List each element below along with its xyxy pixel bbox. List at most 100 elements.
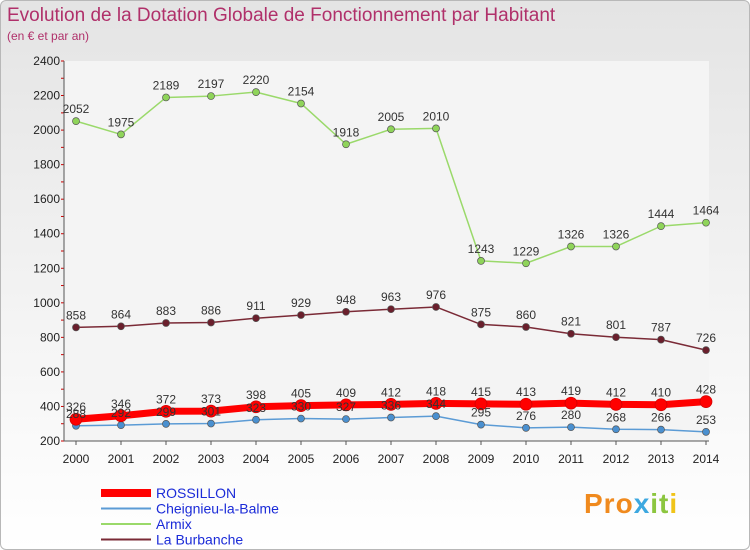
data-point-la-burbanche — [657, 335, 665, 344]
data-label-la-burbanche: 821 — [561, 315, 581, 329]
data-label-rossillon: 412 — [381, 385, 401, 399]
data-point-armix — [162, 93, 170, 102]
plot-area — [64, 61, 709, 441]
legend-label-cheignieu-la-balme: Cheignieu-la-Balme — [156, 501, 279, 517]
data-point-la-burbanche — [252, 314, 260, 323]
data-point-rossillon — [69, 412, 83, 426]
data-label-la-burbanche: 976 — [426, 288, 446, 302]
data-label-rossillon: 428 — [696, 383, 716, 397]
x-tick-label: 2005 — [288, 452, 315, 466]
data-label-armix: 1229 — [513, 244, 540, 258]
data-label-rossillon: 405 — [291, 387, 311, 401]
data-point-cheignieu-la-balme — [702, 427, 710, 436]
data-point-rossillon — [249, 400, 263, 414]
data-label-cheignieu-la-balme: 268 — [606, 410, 626, 424]
data-label-armix: 1326 — [558, 228, 585, 242]
data-label-rossillon: 373 — [201, 392, 221, 406]
data-point-rossillon — [474, 397, 488, 411]
x-tick-label: 2003 — [198, 452, 225, 466]
data-point-la-burbanche — [162, 319, 170, 327]
data-label-la-burbanche: 858 — [66, 308, 86, 322]
x-tick-label: 2006 — [333, 452, 360, 466]
data-label-rossillon: 346 — [111, 397, 131, 411]
data-label-armix: 2005 — [378, 110, 405, 124]
data-point-la-burbanche — [522, 323, 530, 331]
data-point-cheignieu-la-balme — [612, 425, 620, 434]
data-label-cheignieu-la-balme: 330 — [291, 400, 311, 414]
data-label-cheignieu-la-balme: 276 — [516, 409, 536, 423]
data-label-la-burbanche: 929 — [291, 296, 311, 310]
data-point-la-burbanche — [477, 320, 485, 329]
data-label-armix: 1464 — [693, 204, 720, 218]
data-point-rossillon — [519, 397, 533, 411]
data-point-cheignieu-la-balme — [252, 415, 260, 424]
data-point-rossillon — [159, 404, 173, 418]
proxiti-logo: Proxiti — [584, 488, 679, 519]
data-point-rossillon — [204, 404, 218, 418]
data-label-rossillon: 326 — [66, 400, 86, 414]
axes-layer: 200 400 600 800 1000 1200 1400 1600 1800 2000 2200… — [33, 54, 719, 466]
data-point-la-burbanche — [297, 311, 305, 319]
x-tick-label: 2004 — [243, 452, 270, 466]
data-label-rossillon: 372 — [156, 392, 176, 406]
y-tick-label: 200 — [40, 434, 60, 448]
data-point-rossillon — [564, 396, 578, 410]
data-label-la-burbanche: 886 — [201, 304, 221, 318]
data-point-la-burbanche — [567, 329, 575, 338]
data-label-cheignieu-la-balme: 288 — [66, 407, 86, 421]
data-point-cheignieu-la-balme — [387, 413, 395, 422]
legend-label-rossillon: ROSSILLON — [156, 485, 236, 501]
data-label-la-burbanche: 875 — [471, 305, 491, 319]
data-point-la-burbanche — [117, 322, 125, 331]
data-point-armix — [117, 130, 125, 139]
data-label-la-burbanche: 883 — [156, 304, 176, 318]
data-point-la-burbanche — [387, 305, 395, 314]
data-label-cheignieu-la-balme: 253 — [696, 413, 716, 427]
data-label-armix: 2197 — [198, 77, 225, 91]
data-point-armix — [702, 218, 710, 227]
chart-subtitle: (en € et par an) — [7, 29, 90, 43]
legend-label-la-burbanche: La Burbanche — [156, 532, 243, 548]
data-label-cheignieu-la-balme: 292 — [111, 406, 131, 420]
data-point-armix — [477, 256, 485, 265]
y-tick-label: 1600 — [33, 192, 60, 206]
data-label-la-burbanche: 801 — [606, 318, 626, 332]
data-label-rossillon: 418 — [426, 384, 446, 398]
data-label-la-burbanche: 864 — [111, 307, 131, 321]
data-point-la-burbanche — [432, 303, 440, 311]
data-label-rossillon: 398 — [246, 388, 266, 402]
data-point-armix — [252, 88, 260, 96]
x-tick-label: 2000 — [63, 452, 90, 466]
data-point-rossillon — [654, 398, 668, 412]
data-point-la-burbanche — [207, 318, 215, 327]
y-tick-label: 600 — [40, 365, 60, 379]
data-label-la-burbanche: 860 — [516, 308, 536, 322]
data-label-rossillon: 419 — [561, 384, 581, 398]
data-label-cheignieu-la-balme: 336 — [381, 399, 401, 413]
x-tick-label: 2009 — [468, 452, 495, 466]
data-label-cheignieu-la-balme: 299 — [156, 405, 176, 419]
data-label-armix: 1444 — [648, 207, 675, 221]
data-label-rossillon: 415 — [471, 385, 491, 399]
data-point-armix — [432, 124, 440, 133]
data-label-armix: 2189 — [153, 78, 180, 92]
data-point-cheignieu-la-balme — [477, 420, 485, 429]
data-point-cheignieu-la-balme — [297, 414, 305, 423]
data-label-cheignieu-la-balme: 280 — [561, 408, 581, 422]
x-tick-label: 2013 — [648, 452, 675, 466]
data-label-rossillon: 413 — [516, 385, 536, 399]
y-tick-label: 1000 — [33, 296, 60, 310]
data-label-layer: 288 292 299 301 323 330 327 336 344 295 276 280 268 2… — [63, 73, 720, 427]
grid-layer — [64, 61, 709, 441]
data-point-armix — [612, 242, 620, 251]
data-label-la-burbanche: 726 — [696, 331, 716, 345]
y-tick-label: 1200 — [33, 261, 60, 275]
data-label-rossillon: 412 — [606, 385, 626, 399]
data-point-la-burbanche — [342, 307, 350, 316]
data-label-armix: 2220 — [243, 73, 270, 87]
data-label-cheignieu-la-balme: 266 — [651, 411, 671, 425]
x-tick-label: 2010 — [513, 452, 540, 466]
